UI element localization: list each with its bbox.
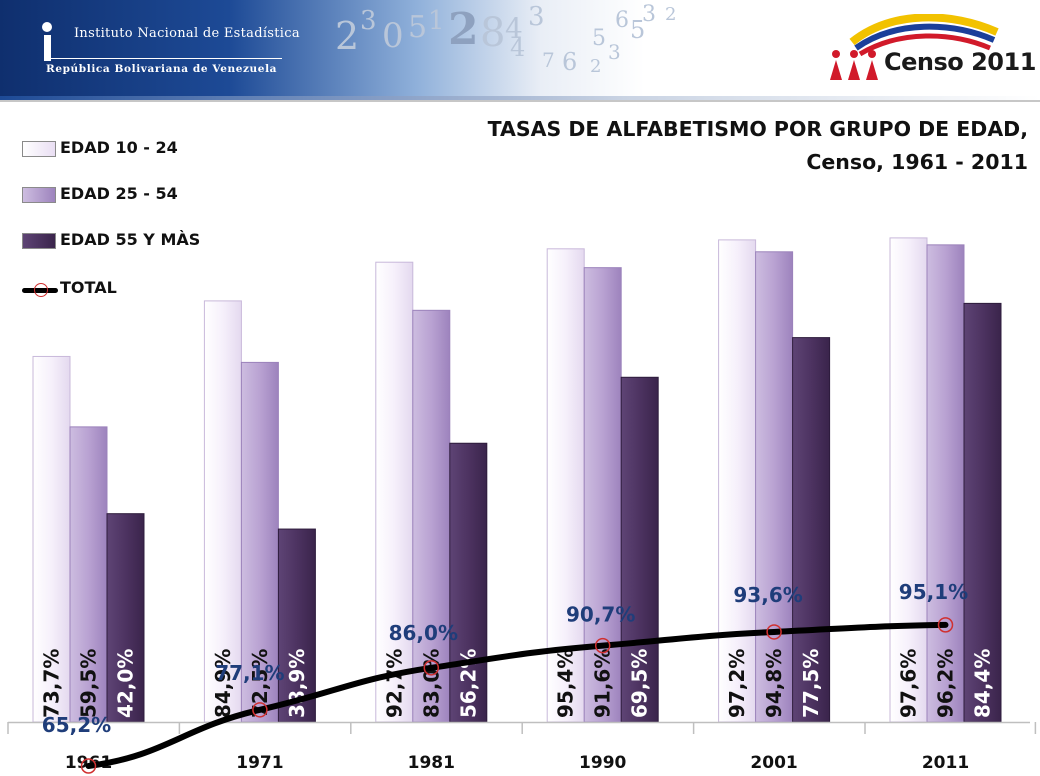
- decorative-digit: 0: [382, 16, 404, 56]
- decorative-digit: 2: [665, 4, 677, 25]
- bar-label-edad-25-54-1981: 83,0%: [419, 649, 443, 718]
- censo-logo-text: Censo 2011: [884, 48, 1036, 76]
- bar-label-edad-10-24-2001: 97,2%: [725, 649, 749, 718]
- total-label-1961: 65,2%: [42, 713, 111, 737]
- decorative-digit: 2: [448, 4, 479, 55]
- x-tick-label-2011: 2011: [922, 753, 969, 773]
- bar-edad-55-1961: [106, 513, 145, 723]
- x-tick-label-1990: 1990: [579, 753, 626, 773]
- legend-label-edad-10-24: EDAD 10 - 24: [60, 138, 178, 157]
- total-label-1981: 86,0%: [389, 621, 458, 645]
- bar-label-edad-10-24-1981: 92,7%: [382, 649, 406, 718]
- bar-edad-55-1990: [620, 376, 659, 723]
- decorative-digit: 3: [608, 40, 621, 64]
- header-rule-gray: [0, 100, 1040, 102]
- decorative-digit: 8: [480, 10, 506, 56]
- bar-edad-25-54-1981: [412, 309, 451, 723]
- legend-label-total: TOTAL: [60, 278, 117, 297]
- ine-logo: Instituto Nacional de Estadística Repúbl…: [34, 18, 300, 78]
- bar-label-edad-10-24-2011: 97,6%: [897, 649, 921, 718]
- total-marker-2001: [766, 624, 782, 640]
- total-marker-1971: [252, 702, 268, 718]
- bar-edad-55-2011: [963, 302, 1002, 723]
- bar-edad-10-24-2011: [889, 237, 928, 723]
- literacy-chart: 73,7% 59,5% 42,0% 84,9% 72,5% 38,9% 92,7% 83,0%…: [7, 237, 1037, 774]
- bar-edad-25-54-2011: [926, 244, 965, 723]
- legend-label-edad-55: EDAD 55 Y MÀS: [60, 230, 201, 249]
- legend-swatch-edad-25-54: [22, 187, 56, 203]
- censo-flag-icon: [830, 13, 999, 80]
- total-label-1971: 77,1%: [215, 661, 284, 685]
- x-tick-label-1971: 1971: [236, 753, 283, 773]
- institute-divider: [44, 58, 282, 59]
- bar-label-edad-55-1961: 42,0%: [114, 649, 138, 718]
- decorative-digit: 4: [505, 12, 523, 45]
- x-tick-label-1981: 1981: [408, 753, 455, 773]
- bar-edad-10-24-1990: [546, 248, 585, 723]
- bar-label-edad-25-54-2011: 96,2%: [934, 649, 958, 718]
- bar-label-edad-55-2001: 77,5%: [799, 649, 823, 718]
- total-marker-1961: [80, 758, 97, 774]
- bar-edad-55-1971: [277, 528, 316, 723]
- legend-marker-total: [34, 283, 48, 297]
- bar-label-edad-55-2011: 84,4%: [971, 649, 995, 718]
- decorative-digit: 3: [642, 2, 656, 27]
- bar-label-edad-10-24-1990: 95,4%: [554, 649, 578, 718]
- total-series-line: [85, 621, 949, 769]
- decorative-digit: 3: [528, 2, 545, 32]
- institute-country: República Bolivariana de Venezuela: [46, 63, 278, 75]
- chart-title-line2: Censo, 1961 - 2011: [806, 150, 1028, 174]
- decorative-digit: 3: [360, 6, 377, 36]
- total-label-1990: 90,7%: [566, 603, 635, 627]
- decorative-digit: 2: [590, 56, 602, 77]
- decorative-digit: 5: [630, 16, 646, 44]
- total-label-2011: 95,1%: [899, 580, 968, 604]
- bar-edad-55-2001: [792, 337, 831, 723]
- legend-swatch-edad-55: [22, 233, 56, 249]
- header-rule: [0, 96, 1040, 100]
- bar-edad-25-54-1961: [69, 426, 108, 723]
- ine-person-icon: [42, 22, 52, 61]
- bar-label-edad-25-54-1990: 91,6%: [591, 649, 615, 718]
- chart-title-line1: TASAS DE ALFABETISMO POR GRUPO DE EDAD,: [487, 117, 1028, 141]
- bar-label-edad-10-24-1971: 84,9%: [211, 649, 235, 718]
- decorative-digit: 5: [408, 10, 428, 45]
- header-banner: Instituto Nacional de Estadística Repúbl…: [0, 0, 1040, 96]
- decorative-digit: 6: [615, 8, 629, 33]
- legend-label-edad-25-54: EDAD 25 - 54: [60, 184, 178, 203]
- bar-edad-55-1981: [449, 442, 488, 723]
- institute-name: Instituto Nacional de Estadística: [74, 26, 300, 41]
- decorative-digit: 4: [510, 34, 526, 62]
- bar-label-edad-25-54-1961: 59,5%: [77, 649, 101, 718]
- bar-edad-10-24-2001: [718, 239, 757, 723]
- decorative-digit: 1: [428, 6, 445, 36]
- bar-edad-10-24-1981: [375, 261, 414, 723]
- total-marker-1981: [423, 660, 440, 676]
- total-label-2001: 93,6%: [733, 583, 802, 607]
- x-tick-label-2001: 2001: [750, 753, 797, 773]
- bar-label-edad-10-24-1961: 73,7%: [40, 649, 64, 718]
- censo-2011-logo: Censo 2011: [822, 13, 1036, 86]
- chart-title: TASAS DE ALFABETISMO POR GRUPO DE EDAD, …: [488, 113, 1028, 179]
- legend-swatch-edad-10-24: [22, 141, 56, 157]
- bar-label-edad-55-1990: 69,5%: [628, 649, 652, 718]
- decorative-digit: 6: [562, 48, 578, 76]
- bar-edad-25-54-2001: [755, 251, 794, 723]
- total-marker-2011: [937, 617, 954, 633]
- decorative-digit: 7: [542, 48, 555, 72]
- bar-label-edad-25-54-2001: 94,8%: [762, 649, 786, 718]
- bar-label-edad-55-1971: 38,9%: [285, 649, 309, 718]
- decorative-digit: 5: [592, 26, 606, 51]
- total-marker-1990: [594, 637, 611, 654]
- decorative-digit: 2: [335, 14, 360, 58]
- bar-edad-10-24-1961: [32, 355, 71, 723]
